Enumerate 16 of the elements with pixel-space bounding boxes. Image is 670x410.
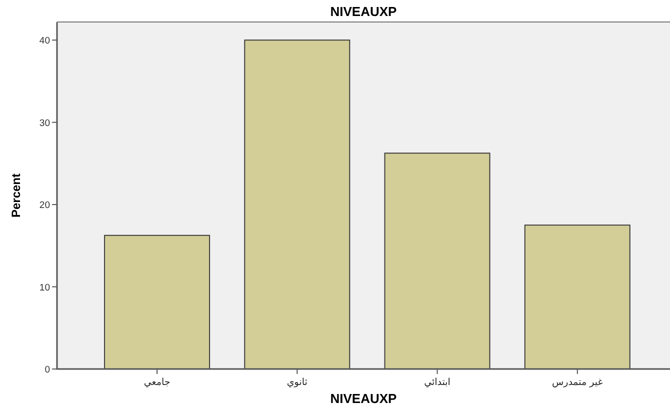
- y-tick-label: 10: [39, 282, 50, 294]
- y-tick-label: 40: [39, 36, 50, 47]
- x-tick-label: ثانوي: [286, 377, 308, 388]
- chart-title: NIVEAUXP: [330, 4, 398, 19]
- y-tick-label: 0: [44, 364, 50, 376]
- bar: [244, 40, 350, 370]
- x-tick-label: جامعي: [144, 377, 170, 388]
- x-tick-label: ابتدائي: [424, 377, 450, 388]
- x-tick-label: غير متمدرس: [552, 377, 603, 388]
- y-axis-title: Percent: [9, 173, 23, 218]
- x-axis-title: NIVEAUXP: [330, 391, 398, 406]
- y-tick-label: 20: [39, 200, 50, 212]
- bar: [104, 234, 210, 370]
- bar: [524, 224, 630, 370]
- bar: [384, 152, 490, 370]
- y-tick-label: 30: [39, 118, 50, 129]
